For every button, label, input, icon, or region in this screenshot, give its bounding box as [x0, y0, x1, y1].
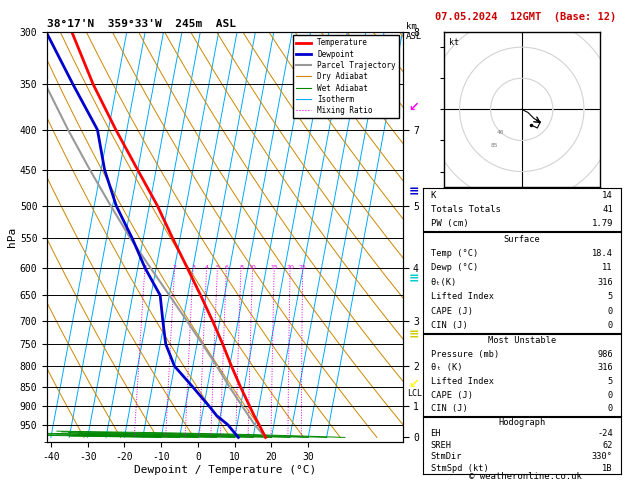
Text: 316: 316 [597, 364, 613, 372]
Legend: Temperature, Dewpoint, Parcel Trajectory, Dry Adiabat, Wet Adiabat, Isotherm, Mi: Temperature, Dewpoint, Parcel Trajectory… [292, 35, 399, 118]
Text: 85: 85 [491, 143, 498, 148]
Text: 1: 1 [143, 265, 147, 270]
Text: -24: -24 [597, 429, 613, 438]
Text: 330°: 330° [592, 452, 613, 461]
Text: Lifted Index: Lifted Index [431, 377, 494, 386]
Text: CAPE (J): CAPE (J) [431, 391, 472, 399]
Y-axis label: Mixing Ratio (g/kg): Mixing Ratio (g/kg) [460, 181, 470, 293]
Text: PW (cm): PW (cm) [431, 219, 468, 228]
Text: 3: 3 [191, 265, 196, 270]
Text: StmDir: StmDir [431, 452, 462, 461]
Text: Totals Totals: Totals Totals [431, 205, 501, 214]
Text: K: K [431, 191, 436, 200]
Text: 0: 0 [608, 321, 613, 330]
Text: 0: 0 [608, 391, 613, 399]
Text: 38°17'N  359°33'W  245m  ASL: 38°17'N 359°33'W 245m ASL [47, 19, 236, 30]
Text: ≡: ≡ [409, 185, 419, 198]
Text: 0: 0 [608, 307, 613, 316]
Text: 1B: 1B [603, 464, 613, 472]
Text: StmSpd (kt): StmSpd (kt) [431, 464, 488, 472]
Text: 5: 5 [216, 265, 220, 270]
Text: ↙: ↙ [409, 378, 419, 391]
Text: ≡: ≡ [409, 273, 419, 286]
Text: 40: 40 [497, 130, 504, 135]
Text: ↙: ↙ [409, 101, 419, 114]
Text: kt: kt [448, 38, 459, 47]
Text: 5: 5 [608, 377, 613, 386]
Text: 986: 986 [597, 350, 613, 359]
Text: 4: 4 [205, 265, 209, 270]
Text: SREH: SREH [431, 441, 452, 450]
Text: Hodograph: Hodograph [498, 418, 545, 427]
Text: 25: 25 [299, 265, 307, 270]
Text: 11: 11 [603, 263, 613, 273]
Text: 41: 41 [602, 205, 613, 214]
Text: Lifted Index: Lifted Index [431, 292, 494, 301]
Text: 0: 0 [608, 404, 613, 413]
Text: 15: 15 [270, 265, 278, 270]
Text: Temp (°C): Temp (°C) [431, 249, 478, 258]
Text: ≡: ≡ [409, 329, 419, 341]
X-axis label: Dewpoint / Temperature (°C): Dewpoint / Temperature (°C) [134, 465, 316, 475]
Text: 14: 14 [602, 191, 613, 200]
Text: 20: 20 [286, 265, 294, 270]
Text: Dewp (°C): Dewp (°C) [431, 263, 478, 273]
Text: 8: 8 [239, 265, 243, 270]
Text: Pressure (mb): Pressure (mb) [431, 350, 499, 359]
Y-axis label: hPa: hPa [7, 227, 17, 247]
Text: 6: 6 [225, 265, 228, 270]
Text: CIN (J): CIN (J) [431, 404, 467, 413]
Text: Most Unstable: Most Unstable [487, 336, 556, 345]
Text: CIN (J): CIN (J) [431, 321, 467, 330]
Text: km
ASL: km ASL [406, 22, 422, 41]
Text: θₜ (K): θₜ (K) [431, 364, 462, 372]
Text: 62: 62 [603, 441, 613, 450]
Text: 18.4: 18.4 [592, 249, 613, 258]
Text: CAPE (J): CAPE (J) [431, 307, 472, 316]
Text: EH: EH [431, 429, 441, 438]
Text: 1.79: 1.79 [591, 219, 613, 228]
Text: θₜ(K): θₜ(K) [431, 278, 457, 287]
Text: 2: 2 [173, 265, 177, 270]
Text: 316: 316 [597, 278, 613, 287]
Text: 5: 5 [608, 292, 613, 301]
Text: LCL: LCL [407, 389, 421, 399]
Text: © weatheronline.co.uk: © weatheronline.co.uk [469, 472, 582, 481]
Text: 10: 10 [249, 265, 257, 270]
Text: 07.05.2024  12GMT  (Base: 12): 07.05.2024 12GMT (Base: 12) [435, 12, 616, 22]
Text: Surface: Surface [503, 235, 540, 243]
